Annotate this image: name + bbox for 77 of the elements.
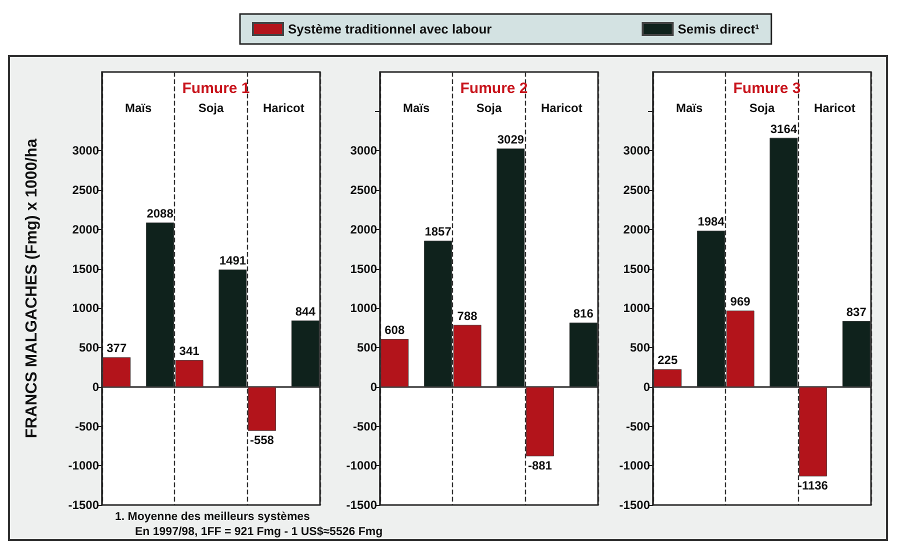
data-label: 2088 xyxy=(146,206,174,221)
bar xyxy=(291,320,320,387)
y-tick-label: 3000 xyxy=(623,144,650,158)
y-tick-label: 1500 xyxy=(623,262,650,276)
y-tick-label: 2000 xyxy=(72,222,100,236)
y-tick-label: 2500 xyxy=(350,183,378,198)
y-tick-label: 2000 xyxy=(623,222,650,236)
bar xyxy=(380,339,409,387)
y-tick-label: 3000 xyxy=(72,144,100,158)
text: Fumure 1 xyxy=(182,80,250,97)
bar xyxy=(218,270,247,387)
y-tick-label: -500 xyxy=(352,419,378,434)
y-tick-label: -1000 xyxy=(619,458,650,473)
data-label: 341 xyxy=(179,344,200,358)
data-label: 816 xyxy=(573,306,594,321)
x-tick-label: Soja xyxy=(476,101,502,115)
bar xyxy=(496,148,525,387)
x-tick-label: Haricot xyxy=(540,101,582,115)
text: 1. Moyenne des meilleurs systèmes xyxy=(115,511,310,523)
bar xyxy=(654,369,682,387)
bar xyxy=(248,386,276,431)
bar xyxy=(798,386,827,476)
y-axis-title: FRANCS MALGACHES (Fmg) x 1000/ha xyxy=(24,138,40,438)
y-tick-label: -500 xyxy=(626,419,650,434)
y-tick-label: -1000 xyxy=(346,458,378,473)
legend-label: Système traditionnel avec labour xyxy=(288,22,492,36)
x-tick-label: Soja xyxy=(198,101,224,115)
bar xyxy=(842,321,870,387)
bar xyxy=(526,386,554,456)
y-tick-label: -1500 xyxy=(619,498,650,512)
data-label: 3029 xyxy=(497,132,524,146)
data-label: 844 xyxy=(295,304,316,318)
legend-label: Semis direct¹ xyxy=(678,22,760,36)
y-tick-label: 2500 xyxy=(72,183,100,198)
data-label: 788 xyxy=(457,308,478,323)
y-tick-label: 0 xyxy=(92,380,100,394)
y-tick-label: 1000 xyxy=(623,301,650,316)
data-label: 1857 xyxy=(424,224,452,239)
y-tick-label: 1500 xyxy=(350,262,378,276)
x-tick-label: Maïs xyxy=(402,101,430,115)
data-label: 608 xyxy=(384,323,405,338)
y-tick-label: 0 xyxy=(370,380,378,394)
data-label: 1491 xyxy=(219,254,246,268)
data-label: 377 xyxy=(106,341,127,356)
x-tick-label: Soja xyxy=(749,101,775,115)
data-label: -881 xyxy=(528,458,552,472)
y-tick-label: -500 xyxy=(74,419,100,434)
y-tick-label: 2000 xyxy=(350,222,378,236)
y-tick-label: 1000 xyxy=(350,301,378,316)
x-tick-label: Haricot xyxy=(262,101,304,115)
y-tick-label: 500 xyxy=(356,340,378,355)
bar xyxy=(102,357,131,387)
data-label: 1984 xyxy=(698,214,725,229)
text: Fumure 2 xyxy=(460,80,528,97)
text: Fumure 3 xyxy=(733,80,801,97)
bar xyxy=(569,322,598,387)
y-tick-label: 3000 xyxy=(350,144,378,158)
data-label: 837 xyxy=(846,305,867,320)
y-tick-label: -1000 xyxy=(68,458,100,473)
data-label: 225 xyxy=(658,353,678,368)
x-tick-label: Maïs xyxy=(124,101,152,115)
y-tick-label: 500 xyxy=(78,340,100,355)
y-tick-label: -1500 xyxy=(346,498,378,512)
y-tick-label: 2500 xyxy=(623,183,650,198)
y-tick-label: 0 xyxy=(643,380,650,394)
bar xyxy=(770,138,798,387)
x-tick-label: Maïs xyxy=(676,101,703,115)
data-label: -1136 xyxy=(798,478,828,492)
data-label: 969 xyxy=(730,294,751,309)
data-label: -558 xyxy=(250,432,274,447)
y-tick-label: 500 xyxy=(630,340,650,355)
y-tick-label: 1000 xyxy=(72,301,100,316)
y-tick-label: -1500 xyxy=(68,498,100,512)
text: En 1997/98, 1FF = 921 Fmg - 1 US$≈5526 Fmg xyxy=(135,526,383,538)
data-label: 3164 xyxy=(770,122,798,136)
x-tick-label: Haricot xyxy=(814,101,856,115)
y-tick-label: 1500 xyxy=(72,262,100,276)
